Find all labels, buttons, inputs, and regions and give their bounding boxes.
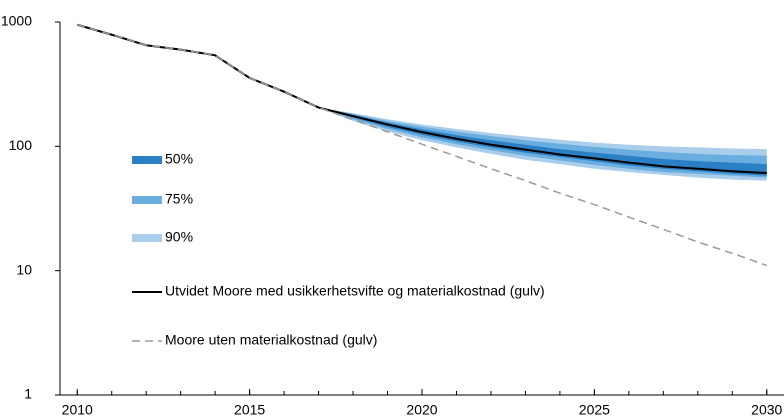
legend-swatch [132,156,162,164]
y-tick-label: 100 [9,137,33,153]
x-tick-label: 2020 [406,402,437,418]
series-line [77,24,768,267]
x-tick-label: 2010 [62,402,93,418]
legend-swatch [132,196,162,204]
x-tick-label: 2015 [234,402,265,418]
x-tick-label: 2025 [579,402,610,418]
legend-swatch [132,234,162,242]
legend-label: 90% [165,229,193,245]
uncertainty-band [318,107,767,176]
y-tick-label: 1000 [1,13,32,29]
legend-label: 50% [165,151,193,167]
legend-label: 75% [165,191,193,207]
y-tick-label: 10 [16,261,32,277]
legend-label: Moore uten materialkostnad (gulv) [165,332,377,348]
legend-label: Utvidet Moore med usikkerhetsvifte og ma… [165,283,545,299]
x-tick-label: 2030 [751,402,782,418]
y-tick-label: 1 [24,386,32,402]
